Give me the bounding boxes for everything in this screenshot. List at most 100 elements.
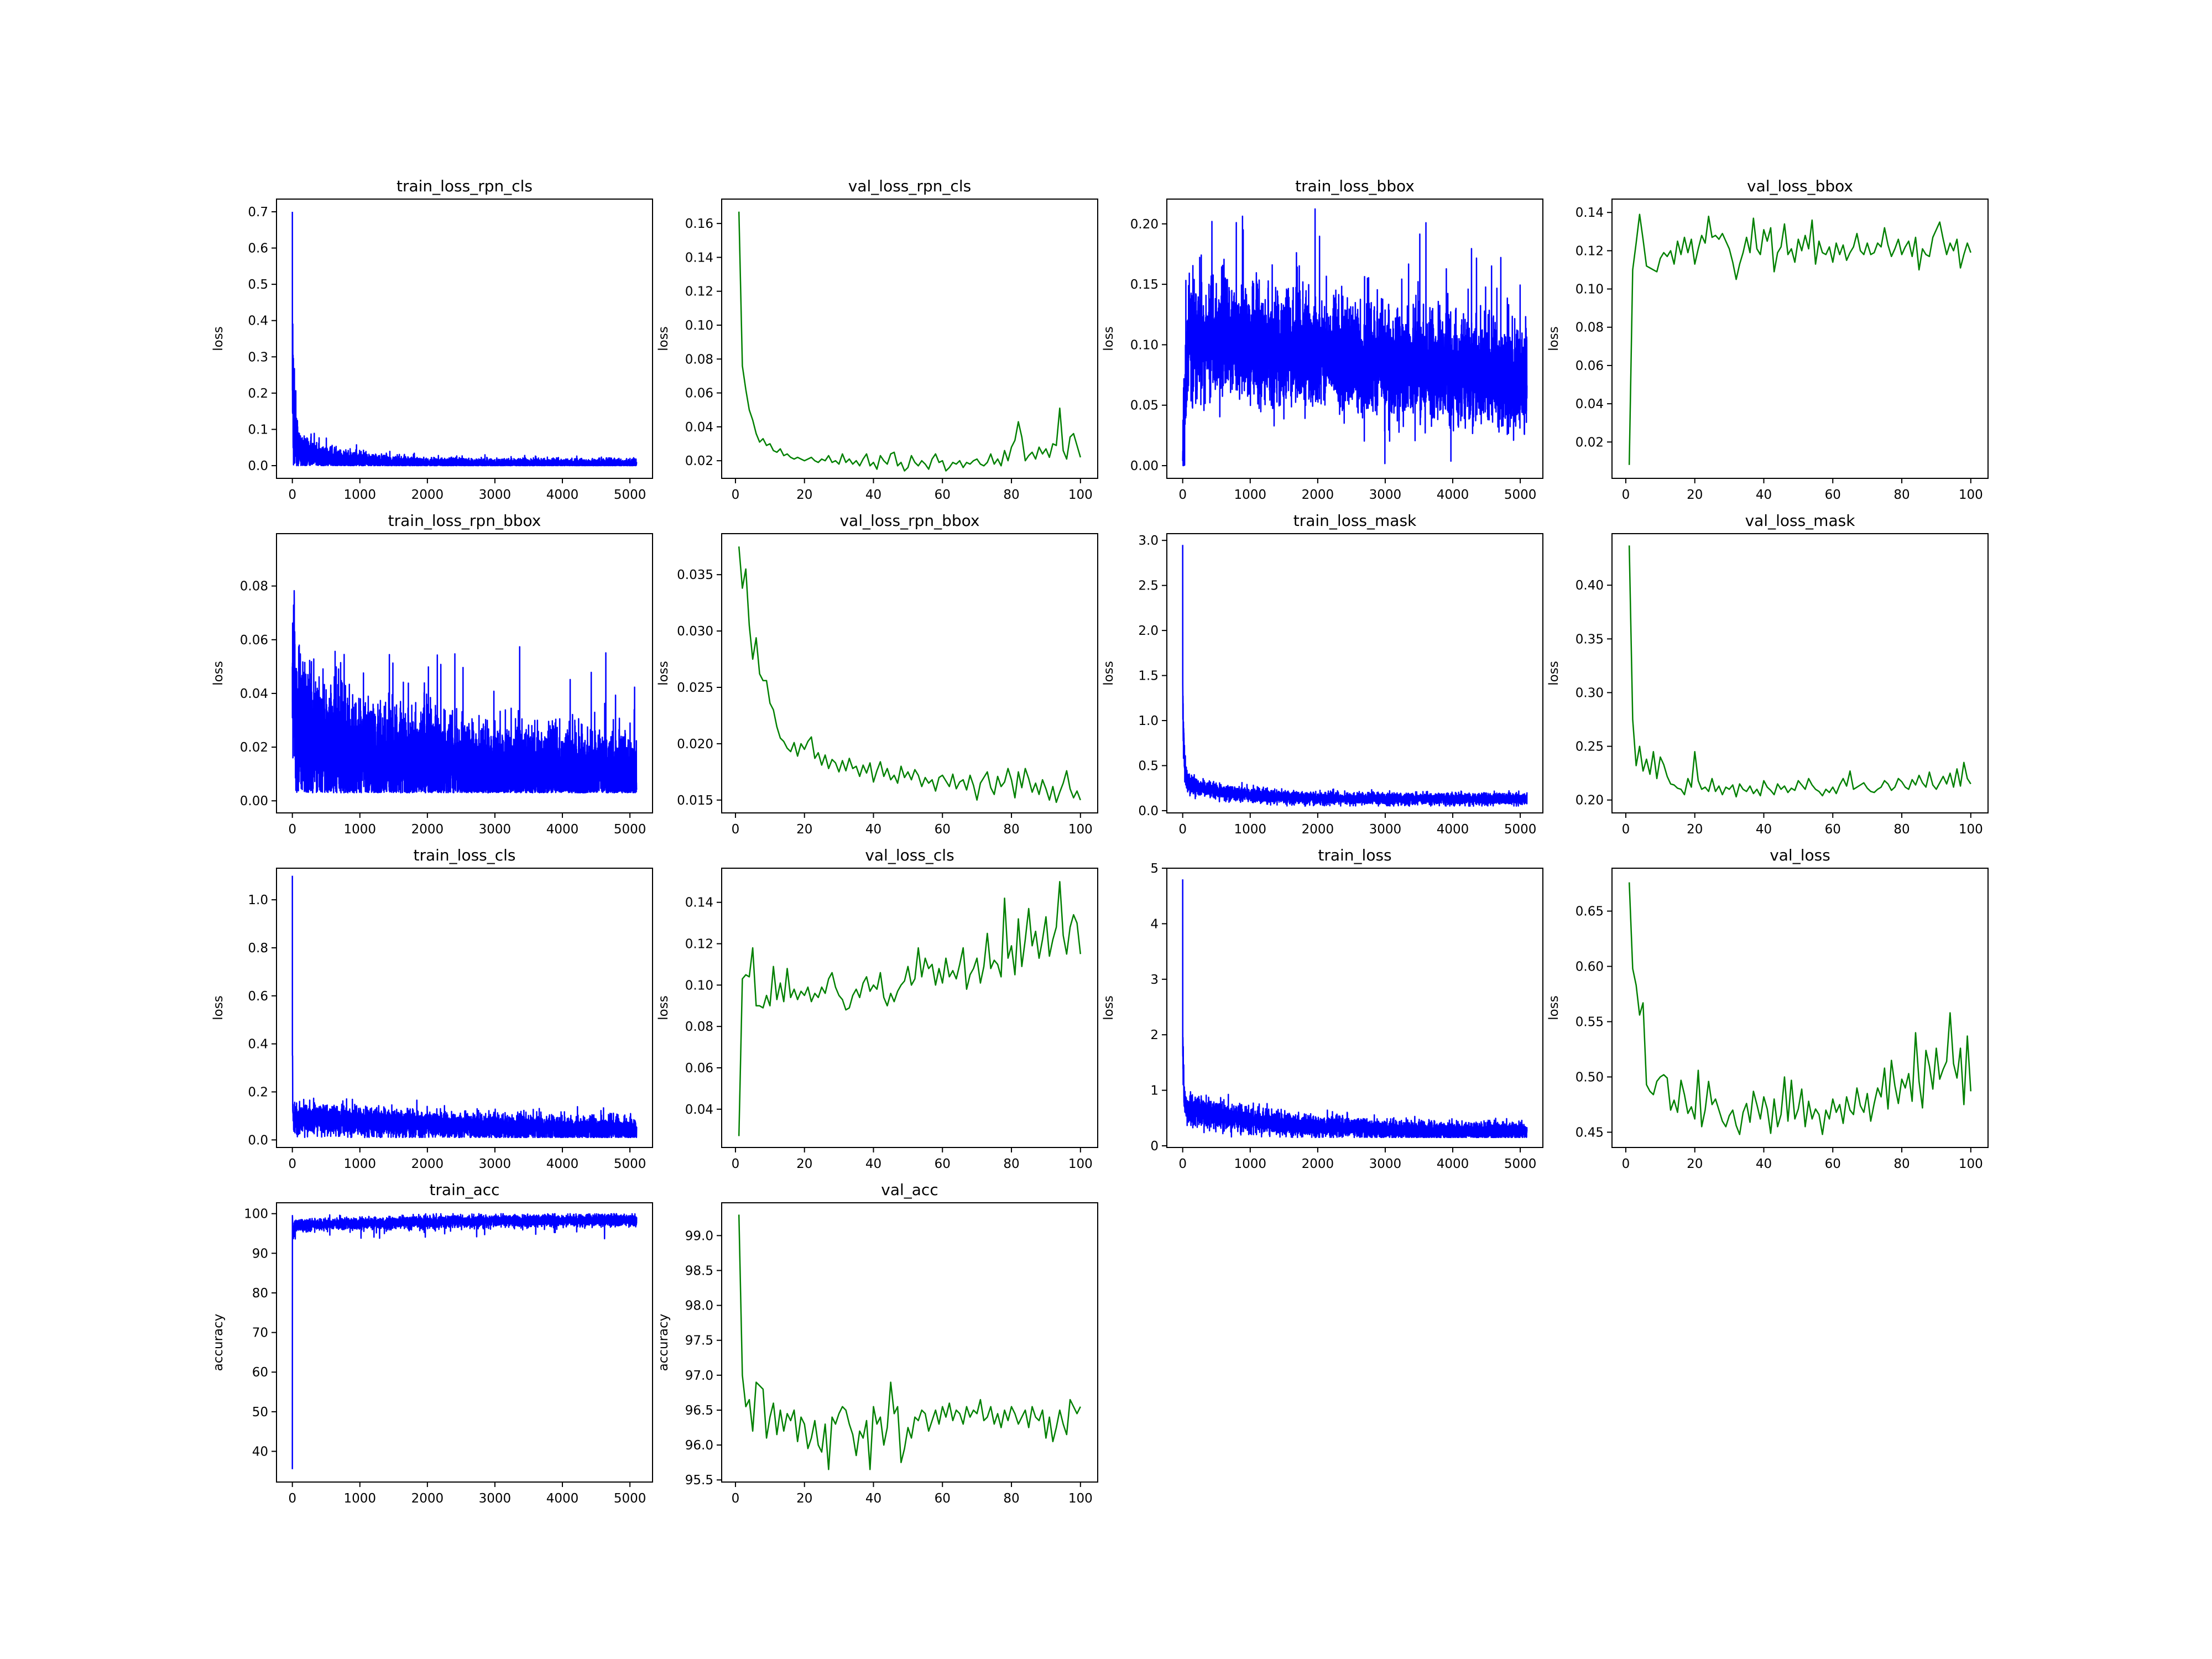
x-tick-label: 5000 [1504, 1157, 1537, 1171]
chart-title: val_loss [1770, 846, 1830, 864]
x-tick-label: 60 [935, 1157, 951, 1171]
y-tick-label: 0.16 [685, 217, 713, 231]
y-tick-label: 0.10 [685, 978, 713, 993]
series-line-train_acc [291, 1213, 638, 1469]
y-tick-label: 0.06 [685, 1061, 713, 1076]
x-tick-label: 1000 [1234, 1157, 1266, 1171]
y-axis-label: accuracy [656, 1314, 671, 1371]
x-tick-label: 20 [1687, 1157, 1703, 1171]
x-tick-label: 3000 [479, 1157, 512, 1171]
y-tick-label: 0.2 [248, 1085, 268, 1099]
x-tick-label: 4000 [546, 1157, 579, 1171]
y-tick-label: 0.02 [685, 454, 713, 468]
y-tick-label: 0.04 [685, 420, 713, 435]
x-tick-label: 80 [1893, 1157, 1910, 1171]
x-tick-label: 0 [1178, 488, 1187, 502]
y-tick-label: 98.5 [685, 1264, 713, 1278]
y-tick-label: 0 [1150, 1139, 1159, 1154]
x-tick-label: 80 [1003, 1157, 1019, 1171]
x-tick-label: 20 [796, 1157, 812, 1171]
x-tick-label: 0 [732, 1157, 740, 1171]
y-tick-label: 0.08 [685, 1020, 713, 1034]
chart-title: train_acc [429, 1181, 499, 1199]
x-tick-label: 0 [1178, 1157, 1187, 1171]
y-tick-label: 3.0 [1138, 534, 1159, 548]
y-tick-label: 0.00 [240, 794, 268, 808]
x-tick-label: 40 [1756, 822, 1772, 837]
y-tick-label: 0.40 [1575, 578, 1604, 593]
x-tick-label: 1000 [343, 1491, 376, 1506]
axes-frame [1611, 868, 1989, 1148]
y-tick-label: 0.6 [248, 242, 268, 256]
x-tick-label: 0 [1622, 488, 1630, 502]
y-tick-label: 0.5 [1138, 759, 1159, 773]
y-tick-label: 97.0 [685, 1369, 713, 1383]
y-tick-label: 50 [252, 1405, 268, 1420]
x-tick-label: 3000 [479, 488, 512, 502]
x-tick-label: 3000 [479, 1491, 512, 1506]
x-tick-label: 5000 [614, 1157, 646, 1171]
x-tick-label: 3000 [479, 822, 512, 837]
chart-title: val_loss_cls [865, 846, 954, 864]
y-tick-label: 96.5 [685, 1404, 713, 1418]
x-tick-label: 1000 [343, 488, 376, 502]
y-tick-label: 0.3 [248, 350, 268, 364]
x-tick-label: 20 [796, 1491, 812, 1506]
y-tick-label: 0.60 [1575, 960, 1604, 974]
x-tick-label: 0 [732, 822, 740, 837]
series-line-val_loss_rpn_bbox [738, 546, 1081, 804]
x-tick-label: 0 [732, 1491, 740, 1506]
x-tick-label: 5000 [1504, 488, 1537, 502]
x-tick-label: 0 [288, 488, 296, 502]
y-tick-label: 0.15 [1130, 278, 1159, 292]
y-tick-label: 0.8 [248, 941, 268, 956]
y-tick-label: 90 [252, 1246, 268, 1261]
chart-title: train_loss_cls [413, 846, 515, 864]
y-tick-label: 2.5 [1138, 579, 1159, 593]
x-tick-label: 0 [1622, 1157, 1630, 1171]
x-tick-label: 0 [1178, 822, 1187, 837]
y-tick-label: 0.10 [685, 319, 713, 333]
x-tick-label: 20 [1687, 488, 1703, 502]
y-tick-label: 5 [1150, 862, 1159, 876]
x-tick-label: 60 [1825, 1157, 1841, 1171]
chart-title: train_loss_rpn_bbox [388, 512, 541, 530]
axes-frame [1611, 533, 1989, 813]
y-tick-label: 1.5 [1138, 669, 1159, 684]
series-line-train_loss_rpn_cls [291, 211, 638, 467]
x-tick-label: 5000 [1504, 822, 1537, 837]
y-tick-label: 0.7 [248, 205, 268, 220]
x-tick-label: 40 [865, 822, 881, 837]
x-tick-label: 100 [1959, 488, 1983, 502]
x-tick-label: 2000 [1302, 822, 1334, 837]
y-tick-label: 0.030 [677, 624, 713, 639]
y-axis-label: loss [656, 995, 671, 1020]
y-tick-label: 0.12 [685, 937, 713, 952]
x-tick-label: 2000 [411, 822, 444, 837]
y-tick-label: 0.02 [1575, 435, 1604, 450]
x-tick-label: 2000 [1302, 1157, 1334, 1171]
x-tick-label: 100 [1959, 822, 1983, 837]
y-tick-label: 100 [244, 1207, 268, 1222]
x-tick-label: 20 [1687, 822, 1703, 837]
x-tick-label: 60 [935, 1491, 951, 1506]
y-axis-label: loss [1547, 995, 1561, 1020]
x-tick-label: 4000 [1437, 822, 1469, 837]
axes-frame [1166, 868, 1543, 1148]
x-tick-label: 3000 [1369, 1157, 1402, 1171]
y-tick-label: 96.0 [685, 1438, 713, 1453]
x-tick-label: 60 [935, 822, 951, 837]
x-tick-label: 3000 [1369, 822, 1402, 837]
y-tick-label: 0.2 [248, 387, 268, 401]
y-axis-label: loss [656, 326, 671, 351]
x-tick-label: 0 [732, 488, 740, 502]
axes-frame [721, 1202, 1098, 1483]
x-tick-label: 4000 [546, 822, 579, 837]
y-tick-label: 0.04 [685, 1103, 713, 1117]
